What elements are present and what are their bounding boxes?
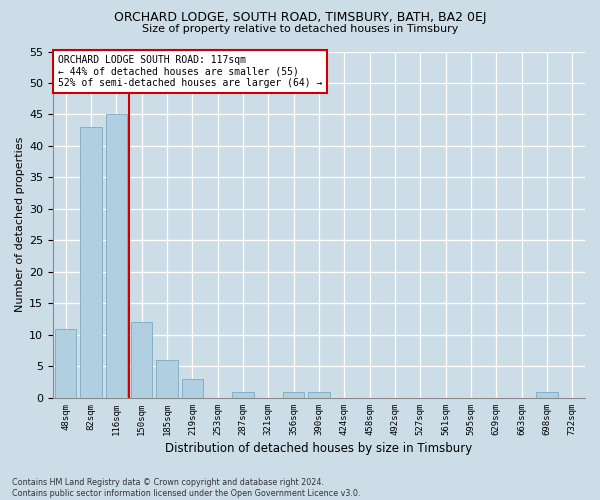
Text: Contains HM Land Registry data © Crown copyright and database right 2024.
Contai: Contains HM Land Registry data © Crown c… [12,478,361,498]
Bar [106,114,127,398]
X-axis label: Distribution of detached houses by size in Timsbury: Distribution of detached houses by size … [166,442,473,455]
Bar [308,392,330,398]
Text: Size of property relative to detached houses in Timsbury: Size of property relative to detached ho… [142,24,458,34]
Bar [182,379,203,398]
Bar [55,328,76,398]
Y-axis label: Number of detached properties: Number of detached properties [15,137,25,312]
Bar [80,127,102,398]
Bar [131,322,152,398]
Text: ORCHARD LODGE SOUTH ROAD: 117sqm
← 44% of detached houses are smaller (55)
52% o: ORCHARD LODGE SOUTH ROAD: 117sqm ← 44% o… [58,54,322,88]
Bar [536,392,558,398]
Bar [283,392,304,398]
Bar [156,360,178,398]
Bar [232,392,254,398]
Text: ORCHARD LODGE, SOUTH ROAD, TIMSBURY, BATH, BA2 0EJ: ORCHARD LODGE, SOUTH ROAD, TIMSBURY, BAT… [114,11,486,24]
